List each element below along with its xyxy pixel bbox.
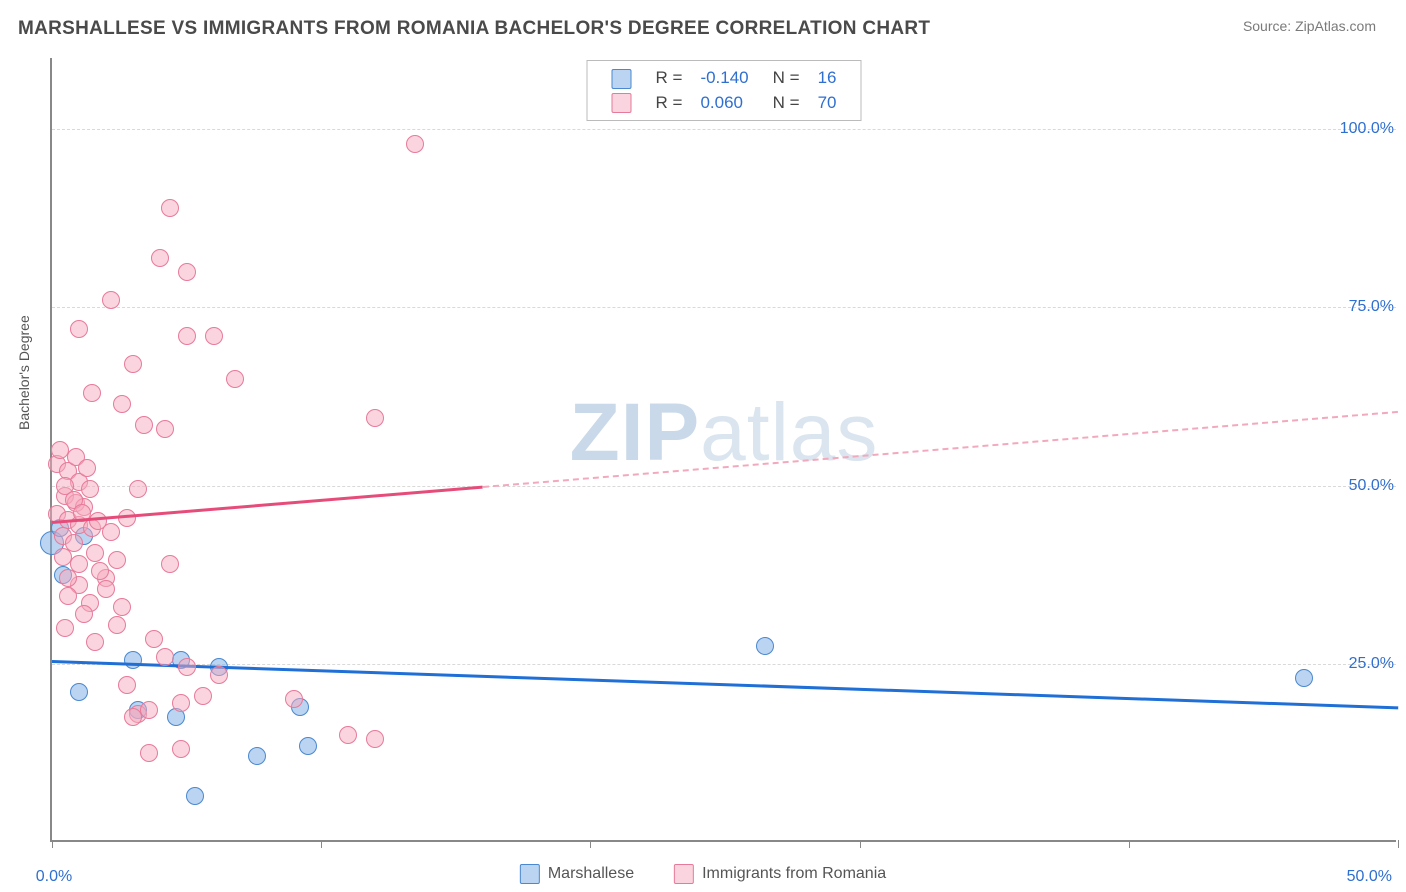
x-tick xyxy=(860,840,861,848)
x-tick xyxy=(1129,840,1130,848)
y-axis-label: Bachelor's Degree xyxy=(16,315,32,430)
data-point xyxy=(194,687,212,705)
data-point xyxy=(113,598,131,616)
data-point xyxy=(91,562,109,580)
x-tick xyxy=(52,840,53,848)
chart-plot-area: ZIPatlas R =-0.140N =16R =0.060N =70 xyxy=(50,58,1396,842)
data-point xyxy=(366,409,384,427)
gridline xyxy=(52,664,1396,665)
data-point xyxy=(145,630,163,648)
y-tick-label: 50.0% xyxy=(1349,477,1394,495)
data-point xyxy=(124,651,142,669)
data-point xyxy=(178,658,196,676)
data-point xyxy=(161,555,179,573)
correlation-legend: R =-0.140N =16R =0.060N =70 xyxy=(587,60,862,121)
data-point xyxy=(172,740,190,758)
y-tick-label: 75.0% xyxy=(1349,298,1394,316)
data-point xyxy=(102,523,120,541)
y-tick-label: 100.0% xyxy=(1340,120,1394,138)
x-tick xyxy=(1398,840,1399,848)
data-point xyxy=(285,690,303,708)
data-point xyxy=(156,420,174,438)
data-point xyxy=(86,633,104,651)
gridline xyxy=(52,307,1396,308)
x-axis-min-label: 0.0% xyxy=(36,868,72,886)
data-point xyxy=(172,694,190,712)
gridline xyxy=(52,486,1396,487)
data-point xyxy=(59,569,77,587)
data-point xyxy=(1295,669,1313,687)
data-point xyxy=(140,744,158,762)
series-legend: Marshallese Immigrants from Romania xyxy=(520,864,886,884)
data-point xyxy=(129,480,147,498)
data-point xyxy=(140,701,158,719)
trend-line xyxy=(52,486,483,524)
data-point xyxy=(83,384,101,402)
data-point xyxy=(59,587,77,605)
source-label: Source: ZipAtlas.com xyxy=(1243,18,1376,34)
data-point xyxy=(108,616,126,634)
trend-line xyxy=(52,660,1398,709)
data-point xyxy=(226,370,244,388)
data-point xyxy=(124,355,142,373)
data-point xyxy=(366,730,384,748)
data-point xyxy=(756,637,774,655)
data-point xyxy=(124,708,142,726)
legend-item: Immigrants from Romania xyxy=(674,864,886,884)
data-point xyxy=(70,320,88,338)
data-point xyxy=(248,747,266,765)
data-point xyxy=(118,676,136,694)
data-point xyxy=(151,249,169,267)
data-point xyxy=(70,683,88,701)
y-tick-label: 25.0% xyxy=(1349,655,1394,673)
data-point xyxy=(75,605,93,623)
data-point xyxy=(86,544,104,562)
data-point xyxy=(299,737,317,755)
data-point xyxy=(78,459,96,477)
data-point xyxy=(56,619,74,637)
correlation-row: R =0.060N =70 xyxy=(604,92,845,115)
data-point xyxy=(178,263,196,281)
data-point xyxy=(406,135,424,153)
data-point xyxy=(97,580,115,598)
x-axis-max-label: 50.0% xyxy=(1347,868,1392,886)
data-point xyxy=(156,648,174,666)
data-point xyxy=(135,416,153,434)
data-point xyxy=(108,551,126,569)
data-point xyxy=(102,291,120,309)
correlation-row: R =-0.140N =16 xyxy=(604,67,845,90)
data-point xyxy=(339,726,357,744)
data-point xyxy=(178,327,196,345)
data-point xyxy=(113,395,131,413)
chart-title: MARSHALLESE VS IMMIGRANTS FROM ROMANIA B… xyxy=(18,18,930,40)
trend-line xyxy=(483,411,1398,488)
data-point xyxy=(210,666,228,684)
data-point xyxy=(205,327,223,345)
x-tick xyxy=(321,840,322,848)
x-tick xyxy=(590,840,591,848)
gridline xyxy=(52,129,1396,130)
data-point xyxy=(161,199,179,217)
data-point xyxy=(81,480,99,498)
legend-item: Marshallese xyxy=(520,864,634,884)
data-point xyxy=(186,787,204,805)
